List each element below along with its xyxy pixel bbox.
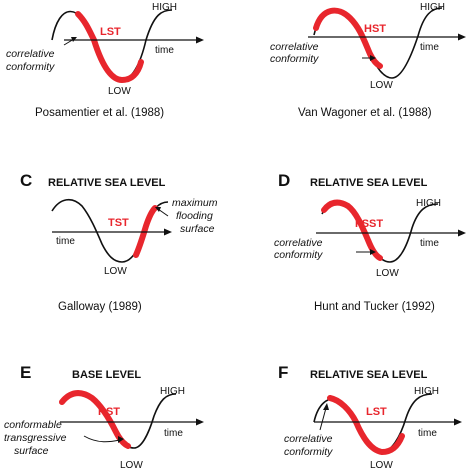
- citation: Van Wagoner et al. (1988): [298, 107, 432, 119]
- note-line-2: conformity: [270, 53, 319, 65]
- lst-highlight: [327, 395, 405, 456]
- lst-highlight: [75, 11, 144, 84]
- panel-f: F RELATIVE SEA LEVEL HIGH time LOW LST c…: [278, 363, 462, 471]
- time-arrowhead: [196, 418, 204, 426]
- note-line-1: maximum: [172, 197, 218, 209]
- high-label: HIGH: [160, 386, 185, 397]
- low-label: LOW: [370, 80, 393, 91]
- panel-a: HIGH time LOW LST correlative conformity…: [6, 2, 204, 119]
- pointer-arrow: [319, 407, 327, 431]
- panel-b: HIGH time LOW HST correlative conformity…: [270, 2, 466, 119]
- note-line-2: transgressive: [4, 432, 67, 444]
- panel-letter: F: [278, 363, 288, 382]
- note-line-1: correlative: [270, 41, 319, 53]
- pointer-arrowhead: [118, 436, 124, 443]
- fsst-highlight: [321, 199, 383, 261]
- pointer-arrow: [83, 435, 121, 443]
- note-line-1: correlative: [284, 433, 333, 445]
- note-line-1: conformable: [4, 419, 62, 431]
- pointer-arrowhead: [370, 249, 376, 255]
- low-label: LOW: [108, 86, 131, 97]
- time-arrowhead: [196, 36, 204, 44]
- time-arrowhead: [164, 228, 172, 236]
- tst-highlight: [133, 205, 158, 258]
- tract-label: RST: [98, 406, 120, 418]
- high-label: HIGH: [152, 2, 177, 13]
- note-line-1: correlative: [6, 48, 55, 60]
- panel-header: RELATIVE SEA LEVEL: [310, 177, 428, 189]
- pointer-arrowhead: [155, 207, 161, 212]
- low-label: LOW: [120, 460, 143, 471]
- time-label: time: [164, 428, 183, 439]
- citation: Posamentier et al. (1988): [35, 107, 164, 119]
- panel-header: RELATIVE SEA LEVEL: [48, 177, 166, 189]
- note-line-1: correlative: [274, 237, 323, 249]
- note-line-2: conformity: [6, 61, 55, 73]
- tract-label: TST: [108, 217, 129, 229]
- panel-letter: C: [20, 171, 32, 190]
- tract-label: LST: [366, 406, 387, 418]
- note-line-2: conformity: [274, 249, 323, 261]
- time-arrowhead: [454, 418, 462, 426]
- pointer-arrowhead: [323, 403, 329, 410]
- note-line-3: surface: [180, 223, 215, 235]
- time-arrowhead: [458, 33, 466, 41]
- sea-level-curve: [51, 9, 173, 81]
- low-label: LOW: [376, 268, 399, 279]
- pointer-arrowhead: [71, 37, 77, 42]
- panel-c: C RELATIVE SEA LEVEL time LOW TST maximu…: [20, 171, 218, 313]
- time-label: time: [56, 236, 75, 247]
- note-line-3: surface: [14, 445, 49, 457]
- pointer-arrowhead: [370, 55, 376, 61]
- low-label: LOW: [370, 460, 393, 471]
- time-arrowhead: [458, 229, 466, 237]
- citation: Hunt and Tucker (1992): [314, 301, 435, 313]
- panel-letter: D: [278, 171, 290, 190]
- panel-letter: E: [20, 363, 31, 382]
- citation: Galloway (1989): [58, 301, 142, 313]
- time-label: time: [420, 42, 439, 53]
- tract-label: LST: [100, 26, 121, 38]
- hst-highlight: [313, 7, 383, 69]
- time-label: time: [420, 238, 439, 249]
- tract-label: FSST: [355, 218, 383, 230]
- low-label: LOW: [104, 266, 127, 277]
- high-label: HIGH: [416, 198, 441, 209]
- note-line-2: flooding: [176, 210, 213, 222]
- panel-e: E BASE LEVEL HIGH time LOW RST conformab…: [4, 363, 204, 471]
- tract-label: HST: [364, 23, 386, 35]
- panel-d: D RELATIVE SEA LEVEL HIGH time LOW FSST …: [274, 171, 466, 313]
- time-label: time: [418, 428, 437, 439]
- high-label: HIGH: [420, 2, 445, 13]
- note-line-2: conformity: [284, 446, 333, 458]
- high-label: HIGH: [414, 386, 439, 397]
- panel-header: BASE LEVEL: [72, 369, 141, 381]
- panel-header: RELATIVE SEA LEVEL: [310, 369, 428, 381]
- time-label: time: [155, 45, 174, 56]
- rst-highlight: [59, 390, 131, 449]
